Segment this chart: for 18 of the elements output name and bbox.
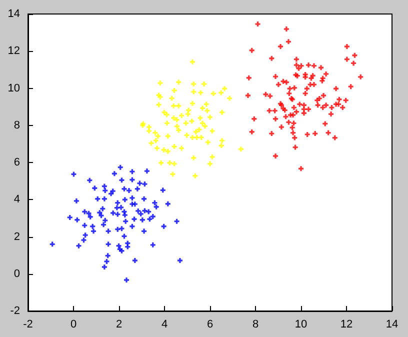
x-tick-label: 2 [116,318,122,330]
x-tick-label: -2 [23,318,33,330]
x-tick-label: 0 [70,318,77,330]
y-tick-label: 14 [8,8,20,20]
y-tick-label: 4 [14,194,20,206]
y-tick-label: -2 [10,305,20,317]
y-tick-label: 12 [8,45,20,58]
y-tick-label: 10 [8,82,20,94]
x-tick-label: 10 [294,318,308,330]
y-tick-label: 6 [14,156,20,168]
x-tick-label: 6 [206,318,214,330]
x-tick-label: 12 [340,318,353,330]
y-tick-label: 0 [14,268,20,280]
x-tick-label: 14 [386,318,398,330]
x-tick-label: 4 [161,318,168,330]
y-tick-label: 8 [14,119,20,132]
x-tick-label: 8 [252,318,259,330]
y-tick-label: 2 [14,230,20,243]
